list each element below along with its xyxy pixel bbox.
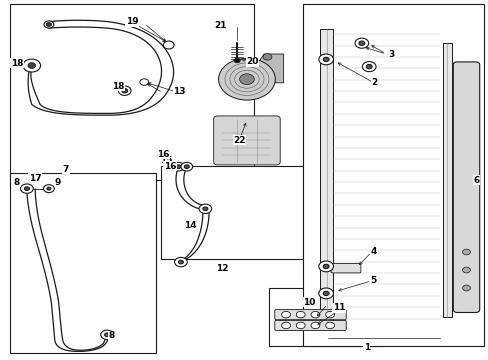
- FancyBboxPatch shape: [330, 264, 360, 273]
- Circle shape: [366, 64, 371, 69]
- Circle shape: [325, 311, 334, 318]
- Circle shape: [281, 311, 290, 318]
- Circle shape: [354, 38, 368, 48]
- Circle shape: [199, 204, 211, 213]
- Circle shape: [462, 285, 469, 291]
- Circle shape: [310, 311, 319, 318]
- Circle shape: [23, 59, 41, 72]
- Bar: [161, 166, 303, 259]
- FancyBboxPatch shape: [213, 116, 280, 165]
- Circle shape: [239, 74, 254, 85]
- Circle shape: [462, 249, 469, 255]
- Circle shape: [318, 54, 333, 65]
- Circle shape: [172, 162, 184, 171]
- Bar: [303, 4, 483, 346]
- FancyBboxPatch shape: [452, 62, 479, 312]
- Circle shape: [263, 54, 271, 60]
- Text: 16: 16: [163, 162, 176, 171]
- Bar: [442, 43, 451, 317]
- Circle shape: [310, 322, 319, 329]
- Text: 22: 22: [233, 136, 245, 145]
- Circle shape: [296, 322, 305, 329]
- Text: 2: 2: [370, 78, 376, 87]
- Circle shape: [46, 23, 51, 26]
- Text: 4: 4: [369, 248, 376, 256]
- Text: 15: 15: [160, 156, 172, 165]
- Circle shape: [174, 257, 187, 267]
- Circle shape: [462, 267, 469, 273]
- Text: 18: 18: [112, 82, 124, 91]
- Text: 14: 14: [184, 220, 197, 230]
- Text: 8: 8: [108, 331, 114, 340]
- Circle shape: [178, 260, 183, 264]
- Circle shape: [203, 207, 207, 211]
- Text: 8: 8: [14, 178, 20, 187]
- Circle shape: [358, 41, 364, 45]
- Text: 21: 21: [213, 21, 226, 30]
- Polygon shape: [259, 54, 283, 83]
- Text: 1: 1: [363, 343, 369, 352]
- Circle shape: [140, 79, 148, 85]
- Circle shape: [122, 89, 127, 93]
- Circle shape: [28, 63, 36, 68]
- Circle shape: [44, 21, 54, 28]
- Circle shape: [163, 41, 174, 49]
- Text: 16: 16: [156, 150, 169, 159]
- Text: 12: 12: [216, 264, 228, 273]
- Circle shape: [104, 333, 109, 337]
- Bar: [320, 29, 332, 324]
- Circle shape: [218, 58, 275, 100]
- Circle shape: [323, 264, 328, 269]
- Circle shape: [362, 62, 375, 72]
- Text: 13: 13: [173, 87, 185, 96]
- Circle shape: [118, 86, 131, 95]
- Text: 3: 3: [387, 50, 393, 59]
- Text: 5: 5: [370, 276, 376, 285]
- Text: 11: 11: [332, 303, 345, 312]
- Text: 9: 9: [54, 178, 61, 187]
- Text: 20: 20: [245, 58, 258, 67]
- Circle shape: [318, 261, 333, 272]
- Circle shape: [43, 185, 54, 193]
- Text: 7: 7: [62, 165, 69, 174]
- Circle shape: [323, 57, 328, 62]
- Bar: [10, 173, 156, 353]
- Circle shape: [181, 162, 192, 171]
- Circle shape: [184, 165, 189, 168]
- Circle shape: [101, 330, 113, 339]
- Text: 19: 19: [125, 17, 138, 26]
- Circle shape: [24, 187, 29, 190]
- FancyBboxPatch shape: [274, 310, 346, 320]
- Circle shape: [176, 165, 181, 168]
- Circle shape: [296, 311, 305, 318]
- Circle shape: [281, 322, 290, 329]
- Bar: [10, 4, 254, 180]
- Circle shape: [318, 288, 333, 299]
- FancyBboxPatch shape: [274, 320, 346, 330]
- Circle shape: [20, 184, 33, 193]
- Text: 10: 10: [303, 298, 315, 307]
- Bar: [268, 288, 381, 346]
- Circle shape: [47, 187, 51, 190]
- Circle shape: [323, 291, 328, 296]
- Text: 17: 17: [29, 174, 41, 183]
- Circle shape: [325, 322, 334, 329]
- Text: 6: 6: [473, 176, 479, 185]
- Text: 18: 18: [11, 59, 23, 68]
- Circle shape: [234, 58, 240, 63]
